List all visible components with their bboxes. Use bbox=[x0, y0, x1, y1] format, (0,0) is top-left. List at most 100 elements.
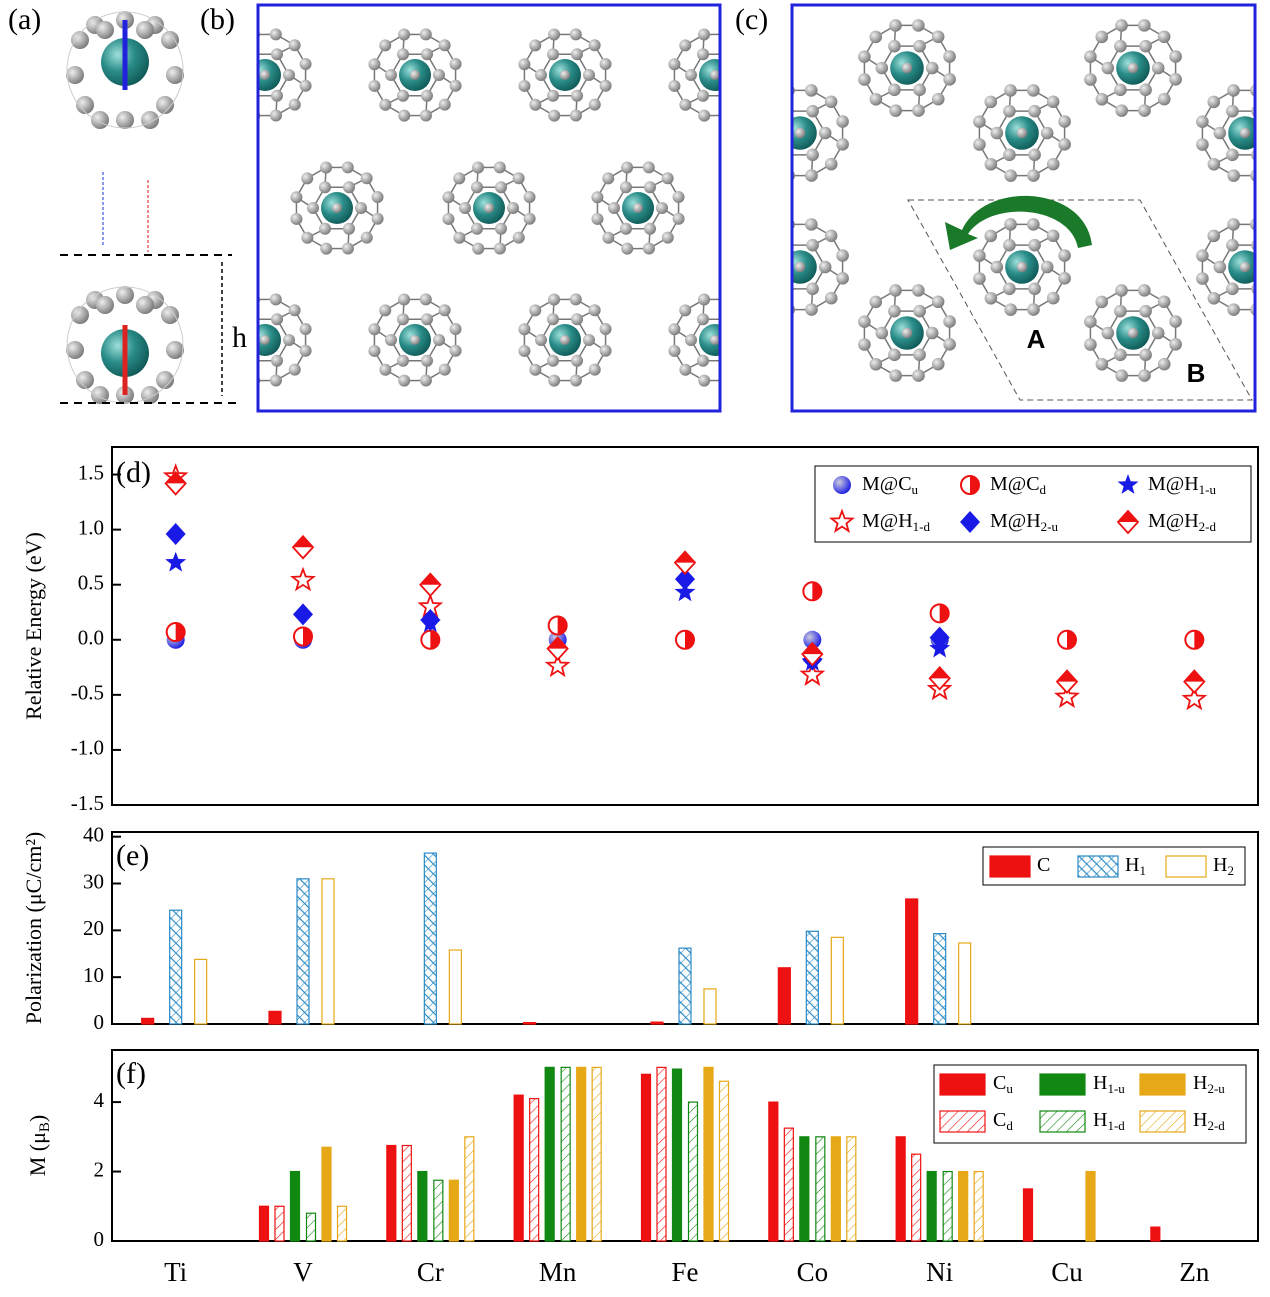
cage-outline bbox=[66, 11, 184, 129]
carbon-atom bbox=[385, 334, 397, 346]
marker bbox=[290, 566, 316, 592]
marker bbox=[420, 608, 441, 631]
carbon-atom bbox=[529, 39, 542, 52]
carbon-atom bbox=[1101, 326, 1115, 340]
label-main: M@H bbox=[990, 510, 1041, 532]
half-fill bbox=[675, 551, 695, 563]
carbon-atom bbox=[1227, 169, 1240, 182]
bar bbox=[703, 988, 717, 1025]
bond bbox=[727, 54, 739, 75]
half-fill bbox=[420, 573, 441, 585]
carbon-atom bbox=[1251, 105, 1255, 117]
bar bbox=[846, 1136, 857, 1242]
carbon-atom bbox=[925, 326, 939, 340]
marker bbox=[674, 581, 696, 602]
carbon-atom bbox=[260, 70, 270, 80]
carbon-atom bbox=[76, 371, 94, 389]
carbon-atom bbox=[433, 334, 445, 346]
carbon-atom bbox=[459, 202, 471, 214]
label-subscript: 2-d bbox=[1207, 1118, 1225, 1133]
carbon-atom bbox=[1003, 104, 1016, 118]
star bbox=[165, 551, 187, 572]
bond bbox=[775, 133, 788, 155]
carbon-atom bbox=[642, 242, 655, 255]
star bbox=[926, 675, 953, 701]
bond bbox=[769, 155, 788, 164]
carbon-atom bbox=[438, 363, 451, 376]
bond bbox=[224, 64, 241, 75]
marker bbox=[929, 626, 950, 649]
carbon-atom bbox=[260, 335, 270, 345]
diamond bbox=[293, 603, 313, 626]
carbon-atom bbox=[433, 69, 445, 81]
carbon-atom bbox=[471, 222, 483, 235]
y-tick-label: 2 bbox=[94, 1157, 105, 1181]
bond bbox=[224, 45, 235, 64]
carbon-atom bbox=[136, 21, 154, 39]
carbon-atom bbox=[449, 344, 462, 357]
carbon-atom bbox=[751, 115, 764, 128]
carbon-atom bbox=[1046, 157, 1060, 171]
carbon-atom bbox=[750, 323, 762, 335]
site-label: B bbox=[1187, 358, 1206, 388]
legend-swatch bbox=[1139, 1110, 1186, 1133]
carbon-atom bbox=[269, 293, 282, 306]
panel-b bbox=[224, 28, 762, 387]
bar bbox=[336, 1205, 348, 1242]
half-fill bbox=[929, 667, 950, 679]
carbon-atom bbox=[71, 306, 89, 324]
bond bbox=[727, 340, 739, 361]
carbon-atom bbox=[591, 212, 604, 225]
y-tick-label: 1.5 bbox=[78, 460, 104, 484]
carbon-atom bbox=[858, 50, 871, 63]
bond bbox=[757, 144, 768, 164]
bar bbox=[933, 933, 947, 1025]
bond bbox=[1256, 164, 1270, 175]
unit-cell bbox=[907, 199, 1253, 401]
carbon-atom bbox=[1028, 282, 1041, 296]
carbon-atom bbox=[421, 313, 433, 326]
carbon-atom bbox=[438, 304, 451, 317]
label-main: H bbox=[1213, 854, 1227, 876]
bond bbox=[726, 370, 745, 381]
bar bbox=[687, 1101, 699, 1242]
half-fill bbox=[1118, 511, 1138, 522]
carbon-atom bbox=[721, 48, 733, 60]
carbon-atom bbox=[1207, 157, 1221, 171]
carbon-atom bbox=[442, 191, 455, 204]
marker bbox=[928, 665, 951, 691]
carbon-atom bbox=[1264, 127, 1270, 140]
marker bbox=[675, 568, 695, 591]
half-fill bbox=[557, 616, 567, 635]
carbon-atom bbox=[739, 39, 751, 51]
carbon-atom bbox=[507, 202, 519, 214]
carbon-atom bbox=[1115, 284, 1128, 297]
carbon-atom bbox=[1138, 369, 1151, 382]
label-main: ) bbox=[25, 1115, 50, 1122]
carbon-atom bbox=[599, 79, 612, 92]
carbon-atom bbox=[484, 203, 494, 213]
carbon-atom bbox=[750, 58, 762, 70]
bond bbox=[757, 102, 768, 122]
bar bbox=[973, 1170, 984, 1242]
bar bbox=[268, 1010, 282, 1025]
bar bbox=[830, 1136, 841, 1242]
carbon-atom bbox=[66, 341, 84, 359]
carbon-atom bbox=[1003, 148, 1016, 162]
legend-label: H1-u bbox=[1093, 1072, 1125, 1096]
half-fill bbox=[1194, 630, 1204, 649]
carbon-atom bbox=[1139, 83, 1152, 97]
carbon-atom bbox=[763, 158, 776, 171]
carbon-atom bbox=[698, 374, 711, 387]
bar bbox=[678, 947, 692, 1025]
panel-c-frame bbox=[790, 3, 1257, 413]
star bbox=[674, 581, 696, 602]
bar bbox=[830, 936, 844, 1025]
bar bbox=[591, 1066, 602, 1242]
carbon-atom bbox=[548, 374, 561, 387]
carbon-atom bbox=[442, 212, 455, 225]
legend-swatch bbox=[1165, 855, 1207, 878]
y-axis-title: M (μB) bbox=[25, 1115, 53, 1177]
carbon-atom bbox=[679, 39, 692, 52]
x-tick-label: Cr bbox=[417, 1257, 444, 1287]
